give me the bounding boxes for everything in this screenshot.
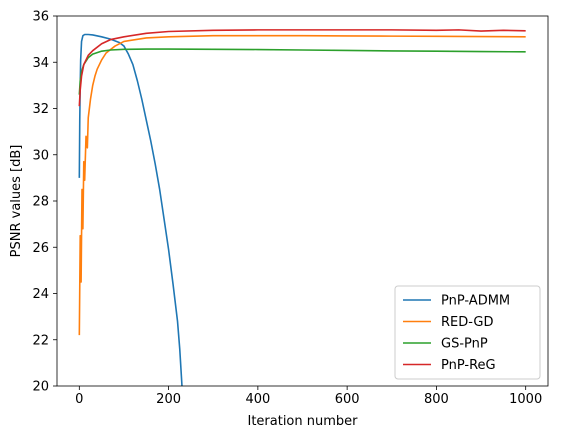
legend-box: [394, 285, 541, 380]
legend-label: PnP-ReG: [441, 358, 496, 373]
y-tick-label: 22: [32, 333, 49, 348]
legend-label: RED-GD: [441, 315, 494, 330]
y-tick-label: 34: [32, 56, 49, 71]
series-line-red-gd: [78, 34, 526, 336]
x-tick-label: 600: [335, 392, 360, 407]
y-tick-label: 20: [32, 380, 49, 395]
y-tick-label: 32: [32, 102, 49, 117]
series-line-pnp-reg: [78, 29, 526, 107]
ticks-layer: 0 200 400 600 800 1000 20 22 24 26 28 30 32 34 36: [32, 10, 542, 408]
x-axis-label: Iteration number: [247, 414, 358, 429]
y-tick-label: 26: [32, 241, 49, 256]
series-layer: [78, 29, 526, 386]
legend-label: PnP-ADMM: [441, 294, 510, 309]
x-tick-label: 0: [75, 392, 83, 407]
series-line-pnp-admm: [78, 33, 183, 386]
x-tick-label: 400: [245, 392, 270, 407]
y-tick-label: 36: [32, 10, 49, 25]
legend-label: GS-PnP: [441, 337, 488, 352]
x-tick-label: 1000: [509, 392, 542, 407]
x-tick-label: 200: [156, 392, 181, 407]
y-tick-label: 30: [32, 148, 49, 163]
y-tick-label: 28: [32, 195, 49, 210]
y-axis-label: PSNR values [dB]: [9, 145, 24, 258]
legend: PnP-ADMM RED-GD GS-PnP PnP-ReG: [394, 285, 541, 380]
x-tick-label: 800: [424, 392, 449, 407]
y-tick-label: 24: [32, 287, 49, 302]
